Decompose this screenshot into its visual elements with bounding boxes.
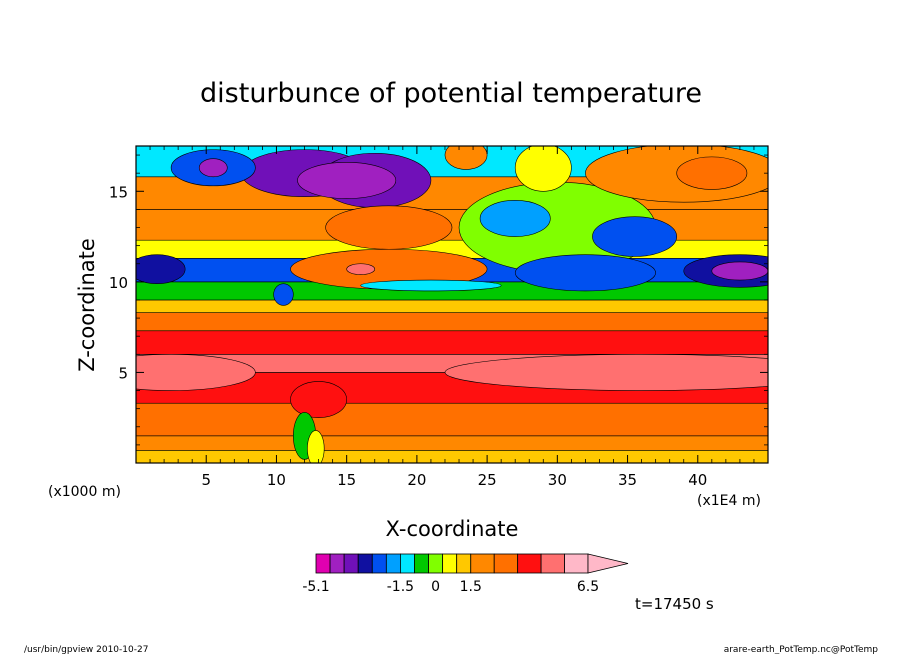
x-tick-label: 35 <box>618 471 637 489</box>
colorbar-swatch <box>315 553 331 574</box>
axis-ticks: 5 10 15 20 25 30 35 40 5 10 15 <box>109 146 768 489</box>
contour-region-15 <box>479 200 551 237</box>
x-tick-label: 40 <box>688 471 707 489</box>
contour-region-5 <box>325 205 453 250</box>
contour-region-11 <box>514 254 656 292</box>
contour-region-25 <box>273 283 294 306</box>
field-band-7 <box>136 299 768 313</box>
field-band-0 <box>136 450 768 463</box>
plot-area <box>136 146 768 463</box>
colorbar-swatch <box>456 553 472 574</box>
colorbar-swatch <box>540 553 565 574</box>
x-tick-label: 20 <box>407 471 426 489</box>
colorbar-swatch <box>428 553 444 574</box>
x-tick-label: 15 <box>337 471 356 489</box>
y-unit-note: (x1000 m) <box>48 484 121 500</box>
contour-region-4 <box>198 158 228 178</box>
colorbar-swatch <box>414 553 429 574</box>
colorbar-label: 6.5 <box>577 579 599 595</box>
field-band-2 <box>136 402 768 437</box>
y-axis-label: Z-coordinate <box>75 238 99 372</box>
footer-right-note: arare-earth_PotTemp.nc@PotTemp <box>724 645 879 654</box>
time-label: t=17450 s <box>635 595 714 613</box>
x-tick-label: 5 <box>201 471 211 489</box>
footer-left-note: /usr/bin/gpview 2010-10-27 <box>24 645 148 654</box>
contour-region-18 <box>676 156 748 190</box>
colorbar-swatch <box>385 553 401 574</box>
contour-region-19 <box>444 146 488 170</box>
colorbar-swatch <box>470 553 495 574</box>
colorbar-label: -5.1 <box>302 579 329 595</box>
plot-frame <box>135 145 769 464</box>
contour-region-24 <box>307 430 325 463</box>
colorbar-swatch <box>493 553 519 574</box>
contour-region-16 <box>514 146 572 192</box>
field-band-5 <box>136 330 768 355</box>
colorbar-label: 1.5 <box>460 579 482 595</box>
y-tick-label: 5 <box>118 364 128 382</box>
colorbar-swatch <box>357 553 373 574</box>
colorbar-swatch <box>371 553 387 574</box>
colorbar-swatch <box>517 553 542 574</box>
field-band-1 <box>136 435 768 451</box>
colorbar: -5.1 -1.5 0 1.5 6.5 <box>302 553 629 595</box>
field-band-6 <box>136 312 768 332</box>
colorbar-swatch <box>564 553 589 574</box>
contour-region-22 <box>290 381 347 419</box>
colorbar-swatch <box>400 553 415 574</box>
x-axis-label: X-coordinate <box>386 517 519 541</box>
x-unit-note: (x1E4 m) <box>697 493 761 509</box>
contour-region-14 <box>592 216 678 257</box>
contour-region-21 <box>136 354 256 391</box>
colorbar-swatch <box>329 553 345 574</box>
contour-region-13 <box>711 261 768 281</box>
x-tick-label: 10 <box>267 471 286 489</box>
contour-region-20 <box>444 354 768 391</box>
contour-region-7 <box>346 263 376 275</box>
contour-region-9 <box>136 254 186 284</box>
chart-title: disturbunce of potential temperature <box>200 78 702 109</box>
contour-region-8 <box>360 279 502 292</box>
x-tick-label: 25 <box>478 471 497 489</box>
contour-region-2 <box>297 162 397 199</box>
colorbar-label: -1.5 <box>387 579 414 595</box>
y-tick-label: 15 <box>109 183 128 201</box>
colorbar-label: 0 <box>431 579 440 595</box>
colorbar-extend-arrow <box>587 553 629 574</box>
y-tick-label: 10 <box>109 274 128 292</box>
colorbar-swatch <box>442 553 458 574</box>
x-tick-label: 30 <box>548 471 567 489</box>
colorbar-swatch <box>343 553 359 574</box>
